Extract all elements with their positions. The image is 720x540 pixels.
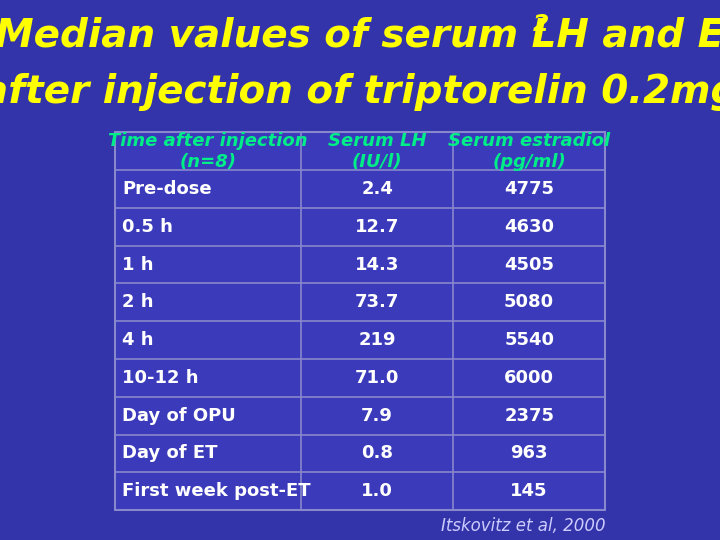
Text: First week post-ET: First week post-ET [122,482,311,500]
Text: 7.9: 7.9 [361,407,393,424]
Text: Day of ET: Day of ET [122,444,217,462]
Text: Day of OPU: Day of OPU [122,407,236,424]
Text: Serum LH
(IU/l): Serum LH (IU/l) [328,132,426,171]
Text: 5080: 5080 [504,293,554,312]
Text: 4775: 4775 [504,180,554,198]
Text: Serum estradiol
(pg/ml): Serum estradiol (pg/ml) [448,132,611,171]
Text: after injection of triptorelin 0.2mg: after injection of triptorelin 0.2mg [0,73,720,111]
Text: 0.5 h: 0.5 h [122,218,173,236]
FancyBboxPatch shape [114,132,606,510]
Text: 2: 2 [533,14,549,37]
Text: 14.3: 14.3 [355,255,400,274]
Text: 219: 219 [359,331,396,349]
Text: 4505: 4505 [504,255,554,274]
Text: Itskovitz et al, 2000: Itskovitz et al, 2000 [441,517,606,535]
Text: 2375: 2375 [504,407,554,424]
Text: 1 h: 1 h [122,255,153,274]
Text: Time after injection
(n=8): Time after injection (n=8) [108,132,308,171]
Text: 2 h: 2 h [122,293,153,312]
Text: 12.7: 12.7 [355,218,400,236]
Text: 73.7: 73.7 [355,293,400,312]
Text: 4630: 4630 [504,218,554,236]
Text: Pre-dose: Pre-dose [122,180,212,198]
Text: 2.4: 2.4 [361,180,393,198]
Text: 5540: 5540 [504,331,554,349]
Text: 10-12 h: 10-12 h [122,369,199,387]
Text: 71.0: 71.0 [355,369,400,387]
Text: 6000: 6000 [504,369,554,387]
Text: 4 h: 4 h [122,331,153,349]
Text: 963: 963 [510,444,548,462]
Text: Median values of serum LH and E: Median values of serum LH and E [0,16,720,54]
Text: 1.0: 1.0 [361,482,393,500]
Text: 0.8: 0.8 [361,444,393,462]
Text: 145: 145 [510,482,548,500]
